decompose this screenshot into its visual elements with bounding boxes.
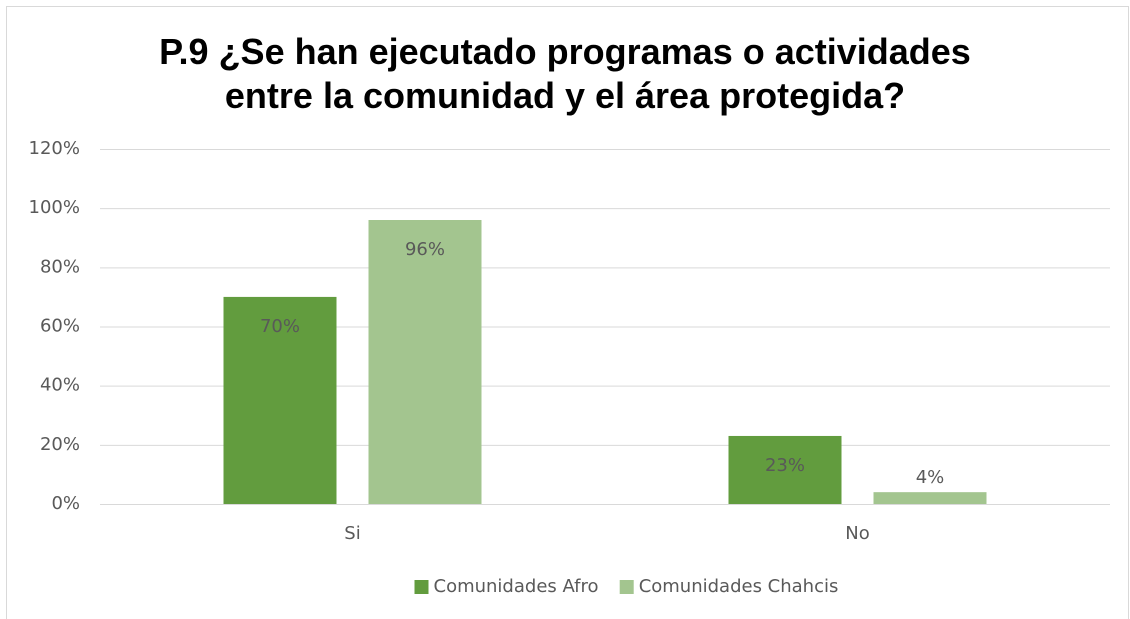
legend-label: Comunidades Afro <box>434 576 599 597</box>
y-tick-label: 20% <box>40 434 80 455</box>
y-tick-label: 0% <box>51 493 80 514</box>
y-tick-label: 120% <box>29 138 80 159</box>
y-tick-label: 60% <box>40 316 80 337</box>
data-label: 4% <box>916 467 945 488</box>
y-tick-label: 80% <box>40 256 80 277</box>
bar <box>368 220 482 504</box>
data-label: 70% <box>260 316 300 337</box>
y-tick-label: 100% <box>29 197 80 218</box>
bar <box>728 435 842 504</box>
legend-label: Comunidades Chahcis <box>639 576 839 597</box>
x-tick-label: Si <box>344 523 360 544</box>
data-label: 96% <box>405 239 445 260</box>
legend-swatch <box>414 580 429 594</box>
bar <box>873 492 987 504</box>
chart-border <box>6 6 1129 619</box>
x-tick-label: No <box>845 523 869 544</box>
chart-title: P.9 ¿Se han ejecutado programas o activi… <box>159 31 971 116</box>
legend-swatch <box>619 580 634 594</box>
bar <box>223 296 337 504</box>
y-tick-label: 40% <box>40 375 80 396</box>
data-label: 23% <box>765 455 805 476</box>
